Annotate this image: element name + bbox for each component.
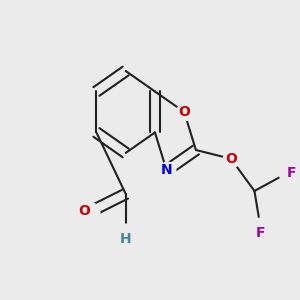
Text: N: N bbox=[161, 164, 172, 178]
Text: H: H bbox=[120, 232, 131, 246]
Text: F: F bbox=[286, 167, 296, 180]
Text: F: F bbox=[256, 226, 265, 240]
Text: O: O bbox=[225, 152, 237, 166]
Text: O: O bbox=[79, 205, 91, 218]
Text: O: O bbox=[178, 105, 190, 119]
